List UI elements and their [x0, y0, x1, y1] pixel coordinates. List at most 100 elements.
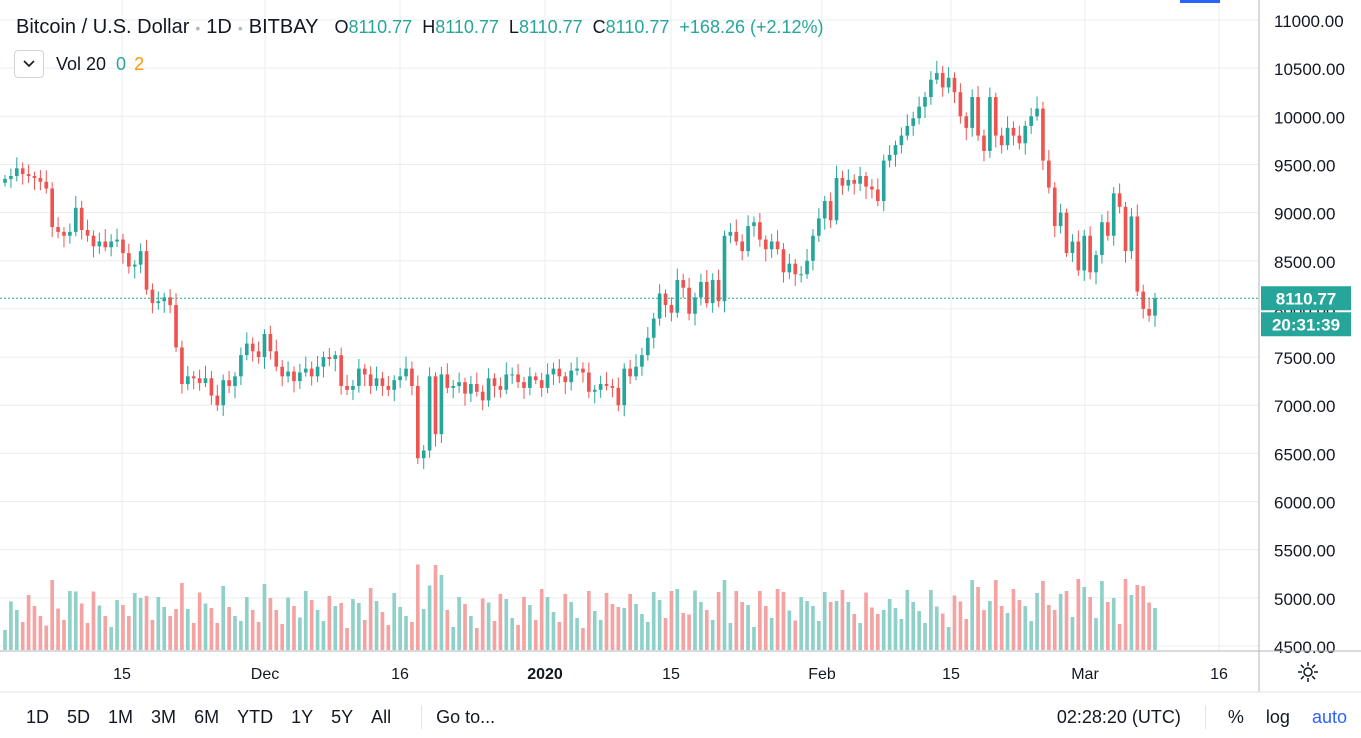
x-tick-label: 2020 — [527, 666, 563, 683]
volume-bar — [1011, 589, 1016, 650]
collapse-legend-button[interactable] — [14, 50, 44, 78]
y-tick-label: 8500.00 — [1274, 253, 1335, 272]
volume-bar — [91, 591, 96, 650]
candle-body — [734, 231, 739, 242]
volume-bar — [1129, 595, 1134, 650]
candle-body — [44, 181, 49, 189]
candle-body — [1123, 206, 1128, 252]
volume-bar — [174, 609, 178, 650]
candle-body — [899, 135, 904, 146]
volume-bar — [834, 601, 839, 650]
range-3m-button[interactable]: 3M — [151, 706, 177, 727]
volume-bar — [516, 625, 520, 650]
volume-bar — [675, 589, 680, 650]
volume-bar — [103, 616, 108, 650]
candle-body — [209, 378, 214, 396]
legend-separator: • — [195, 19, 201, 36]
volume-bar — [345, 628, 349, 650]
candle-body — [710, 280, 715, 304]
candle-body — [168, 297, 172, 306]
volume-bar — [327, 596, 332, 650]
candle-layer — [3, 60, 1157, 470]
percent-scale-toggle[interactable]: % — [1227, 706, 1244, 727]
candle-body — [150, 289, 155, 304]
volume-indicator-name[interactable]: Vol 20 — [56, 53, 107, 74]
candle-body — [811, 235, 815, 261]
y-tick-label: 5000.00 — [1274, 590, 1335, 609]
volume-bar — [68, 591, 72, 650]
range-1m-button[interactable]: 1M — [108, 706, 134, 727]
high-value: 8110.77 — [435, 17, 499, 37]
goto-date-button[interactable]: Go to... — [436, 706, 496, 727]
candle-body — [704, 281, 709, 304]
volume-bar — [693, 590, 697, 650]
volume-bar — [728, 623, 733, 650]
candle-body — [610, 385, 615, 388]
candle-body — [121, 239, 125, 254]
range-5y-button[interactable]: 5Y — [331, 706, 354, 727]
candle-body — [174, 305, 178, 348]
range-1y-button[interactable]: 1Y — [291, 706, 314, 727]
candle-body — [268, 333, 273, 352]
candle-body — [421, 450, 426, 459]
volume-bar — [1147, 602, 1151, 650]
volume-bar — [244, 597, 249, 650]
range-6m-button[interactable]: 6M — [194, 706, 220, 727]
interval-label[interactable]: 1D — [206, 16, 232, 38]
volume-bar — [1052, 610, 1057, 650]
volume-bar — [14, 610, 19, 650]
range-5d-button[interactable]: 5D — [67, 706, 91, 727]
candle-body — [905, 125, 910, 136]
volume-bar — [587, 591, 591, 650]
candle-body — [763, 239, 768, 250]
volume-bar — [239, 621, 243, 650]
volume-bar — [740, 602, 745, 650]
log-scale-toggle[interactable]: log — [1265, 706, 1290, 727]
volume-bar — [427, 585, 432, 650]
volume-bar — [663, 618, 668, 650]
candle-body — [528, 376, 532, 388]
volume-bar — [392, 593, 397, 650]
range-1d-button[interactable]: 1D — [26, 706, 50, 727]
candle-body — [657, 293, 662, 319]
candle-body — [881, 160, 886, 202]
volume-bar — [1094, 618, 1098, 650]
volume-bar — [3, 630, 7, 650]
volume-bar — [787, 610, 792, 650]
utc-clock[interactable]: 02:28:20 (UTC) — [1056, 706, 1181, 727]
volume-bar — [533, 620, 538, 650]
close-key: C — [592, 17, 606, 37]
candle-body — [681, 280, 686, 288]
volume-bar — [121, 605, 125, 650]
y-tick-label: 6000.00 — [1274, 494, 1335, 513]
range-all-button[interactable]: All — [371, 706, 392, 727]
volume-bar — [180, 583, 184, 650]
volume-bar — [870, 607, 874, 650]
candle-body — [1064, 212, 1069, 254]
chevron-down-icon — [23, 60, 35, 68]
toolbar-divider — [1204, 705, 1206, 729]
y-tick-label: 6500.00 — [1274, 445, 1335, 464]
volume-bar — [763, 606, 768, 650]
volume-bar — [805, 601, 809, 650]
candle-body — [357, 368, 361, 386]
auto-scale-toggle[interactable]: auto — [1311, 706, 1347, 727]
candle-body — [73, 207, 78, 232]
volume-bar — [522, 597, 526, 650]
gear-icon[interactable] — [1296, 660, 1320, 684]
symbol-name[interactable]: Bitcoin / U.S. Dollar — [16, 16, 190, 38]
candle-body — [138, 251, 143, 265]
candle-body — [1041, 108, 1045, 161]
range-ytd-button[interactable]: YTD — [237, 706, 274, 727]
candle-body — [616, 387, 621, 406]
candle-body — [339, 355, 343, 386]
candle-body — [492, 378, 497, 386]
volume-bar — [1023, 606, 1028, 650]
volume-bar — [1058, 594, 1063, 650]
volume-bar — [958, 601, 963, 650]
volume-bar — [85, 623, 90, 650]
countdown-label: 20:31:39 — [1272, 315, 1340, 334]
volume-bar — [1100, 581, 1104, 650]
